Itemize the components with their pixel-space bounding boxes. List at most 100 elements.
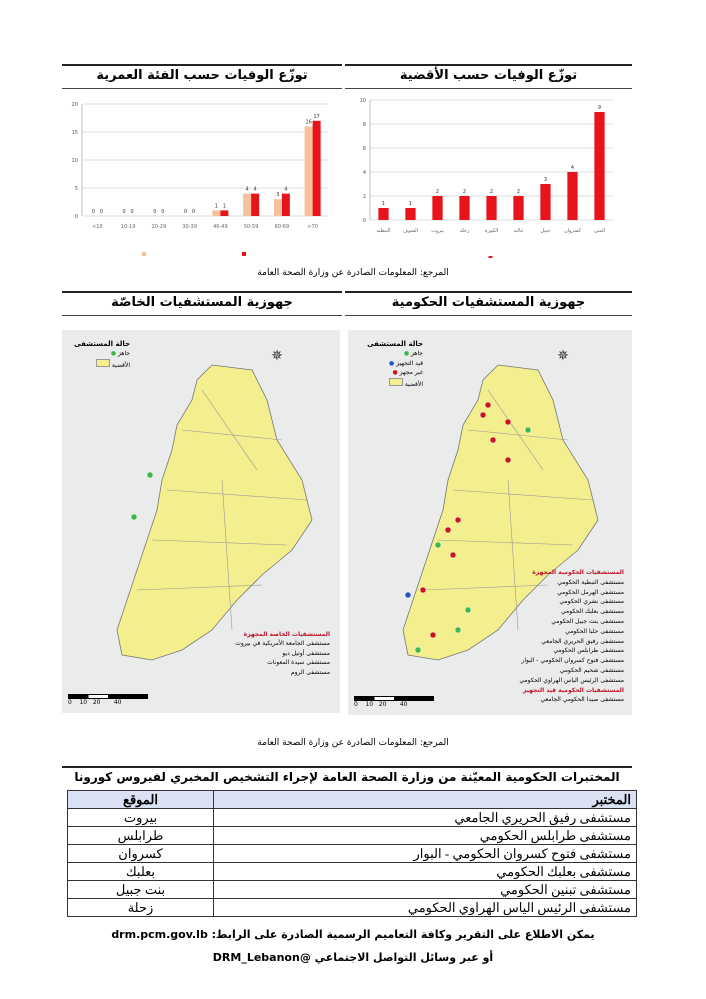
lab-cell: مستشفى طرابلس الحكومي — [213, 826, 637, 845]
x-tick-label: 20-29 — [152, 224, 167, 230]
district-boundary — [437, 539, 574, 546]
data-label: 1 — [215, 203, 218, 209]
lab-cell: مستشفى تبنين الحكومي — [213, 880, 637, 899]
legend-districts: الأقضية — [404, 380, 423, 388]
hospital-marker — [484, 401, 492, 409]
data-label: 0 — [192, 209, 195, 215]
data-label: 2 — [490, 189, 493, 195]
data-label: 4 — [254, 187, 257, 193]
data-label: 4 — [284, 187, 287, 193]
red-dot-icon: ● — [392, 369, 398, 377]
lab-cell: مستشفى فتوح كسروان الحكومي - البوار — [213, 844, 637, 863]
lab-cell: مستشفى رفيق الحريري الجامعي — [213, 808, 637, 827]
y-tick-label: 4 — [363, 170, 366, 176]
data-label: 0 — [184, 209, 187, 215]
data-label: 16 — [305, 119, 311, 125]
list-item: مستشفى الروم — [290, 668, 330, 676]
north-arrow-icon: ✵ — [557, 348, 569, 364]
x-tick-label: جبيل — [541, 228, 551, 234]
table-row: مستشفى الرئيس الياس الهراوي الحكومي زحلة — [67, 898, 637, 917]
lebanon-map — [116, 364, 313, 661]
y-tick-label: 10 — [360, 98, 366, 104]
legend-not-ready: غير مجهز — [399, 369, 423, 377]
y-tick-label: 2 — [363, 194, 366, 200]
hospital-marker — [454, 516, 462, 524]
data-label: 0 — [100, 209, 103, 215]
bar — [459, 196, 470, 220]
x-tick-label: 30-39 — [182, 224, 197, 230]
y-tick-label: 6 — [363, 146, 366, 152]
legend-title: حالة المستشفى — [74, 340, 130, 348]
hospital-marker — [464, 606, 472, 614]
district-boundary — [151, 539, 288, 546]
hospital-marker — [479, 411, 487, 419]
hospital-marker — [434, 541, 442, 549]
data-label: 3 — [544, 177, 547, 183]
data-label: 2 — [463, 189, 466, 195]
x-tick-label: النبطية — [376, 228, 390, 234]
bar — [281, 193, 290, 216]
list-item: مستشفى شحيم الحكومي — [559, 666, 624, 674]
hospital-marker — [444, 526, 452, 534]
hospital-marker — [524, 426, 532, 434]
y-tick-label: 0 — [363, 218, 366, 224]
north-arrow-icon: ✵ — [271, 348, 283, 364]
hospital-marker — [449, 551, 457, 559]
x-tick-label: كسروان — [564, 228, 582, 234]
bar — [594, 112, 605, 220]
list-item: مستشفى بنت جبيل الحكومي — [551, 617, 624, 625]
footer-social-text: أو عبر وسائل التواصل الاجتماعي @DRM_Leba… — [212, 951, 494, 964]
data-label: 4 — [571, 165, 574, 171]
x-tick-label: بيروت — [431, 228, 444, 234]
x-tick-label: الكورة — [485, 228, 498, 234]
legend-in-progress: قيد التجهيز — [396, 359, 423, 367]
list-heading: المستشفيات الخاصة المجهزة — [243, 631, 330, 638]
bar — [251, 193, 260, 216]
districts-area — [402, 364, 599, 661]
data-label: 1 — [409, 201, 412, 207]
list-heading: المستشفيات الحكومية المجهزة — [532, 569, 624, 576]
location-cell: طرابلس — [67, 826, 214, 845]
districts-area — [116, 364, 313, 661]
charts-source: المرجع: المعلومات الصادرة عن وزارة الصحة… — [257, 268, 449, 278]
location-cell: زحلة — [67, 898, 214, 917]
table-row: مستشفى تبنين الحكومي بنت جبيل — [67, 880, 637, 899]
labs-table: المختبر الموقع مستشفى رفيق الحريري الجام… — [67, 790, 637, 917]
age-chart-title: توزّع الوفيات حسب الفئة العمرية — [96, 68, 308, 83]
header-lab: المختبر — [213, 790, 637, 809]
district-boundary — [467, 429, 569, 441]
hospital-marker — [489, 436, 497, 444]
x-tick-label: 60-69 — [275, 224, 290, 230]
list-item: مستشفى أوتيل ديو — [282, 649, 330, 657]
labs-table-title: المختبرات الحكومية المعيّنة من وزارة الص… — [74, 770, 620, 784]
district-chart: 0 2 4 6 8 10 1 النبطية 1 الشوف 2 بيروت 2 زحلة 2 الكورة 2… — [360, 98, 613, 258]
list-item: مستشفى رفيق الحريري الجامعي — [541, 637, 624, 645]
hospital-marker — [419, 586, 427, 594]
list-item: مستشفى النبطية الحكومي — [557, 578, 624, 586]
bar — [486, 196, 497, 220]
bar — [432, 196, 443, 220]
bar — [405, 208, 416, 220]
data-label: 1 — [382, 201, 385, 207]
x-tick-label: المتن — [594, 228, 605, 234]
location-cell: بعلبك — [67, 862, 214, 881]
lab-cell: مستشفى بعلبك الحكومي — [213, 862, 637, 881]
district-boundary — [422, 584, 549, 591]
legend-ready: جاهز — [117, 350, 130, 358]
list-heading-2: المستشفيات الحكومية قيد التجهيز — [522, 686, 624, 694]
bar — [540, 184, 551, 220]
location-cell: بيروت — [67, 808, 214, 827]
x-tick-label: عاليه — [513, 228, 523, 234]
y-tick-label: 10 — [72, 158, 78, 164]
data-label: 4 — [246, 187, 249, 193]
data-label: 0 — [123, 209, 126, 215]
bar — [304, 126, 313, 216]
green-dot-icon: ● — [110, 350, 117, 358]
district-boundary — [452, 489, 594, 501]
legend-title: حالة المستشفى — [367, 340, 423, 348]
public-hospitals-map: ✵ حالة المستشفى جاهز ● قيد التجهيز ● غير… — [348, 330, 632, 715]
bar — [567, 172, 578, 220]
lab-cell: مستشفى الرئيس الياس الهراوي الحكومي — [213, 898, 637, 917]
list-item: مستشفى حلبا الحكومي — [565, 627, 624, 635]
footer-link-text: يمكن الاطلاع على التقرير وكافة التعاميم … — [111, 928, 595, 941]
